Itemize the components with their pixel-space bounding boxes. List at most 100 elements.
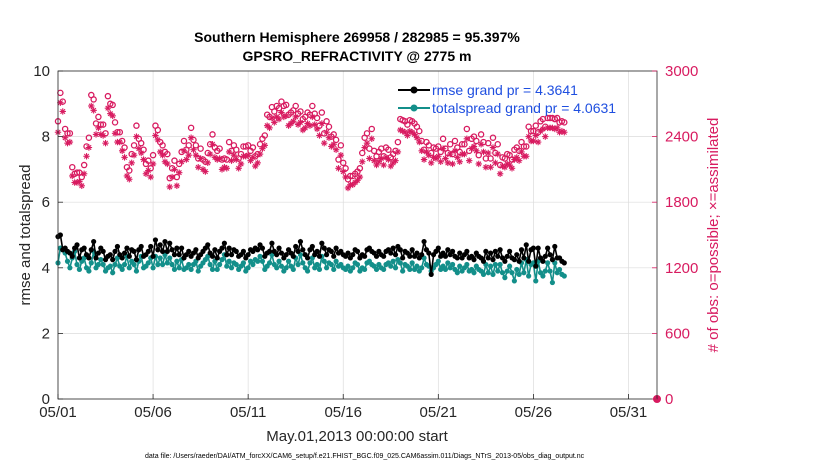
series-point-totalspread [499, 270, 506, 276]
obs-assimilated-point [261, 142, 268, 149]
y-tick-label-right: 3000 [665, 63, 698, 80]
asterisk-stroke [276, 116, 282, 122]
obs-possible-point [104, 92, 112, 100]
series-point-totalspread [95, 261, 102, 268]
obs-assimilated-point [149, 160, 157, 168]
obs-assimilated-point [197, 155, 204, 162]
asterisk-stroke [542, 133, 548, 140]
obs-assimilated-point [271, 119, 278, 126]
obs-assimilated-point [297, 119, 304, 126]
asterisk-stroke [452, 148, 458, 154]
series-point-totalspread [400, 268, 406, 274]
asterisk-stroke [554, 125, 560, 131]
obs-assimilated-point [99, 132, 107, 139]
asterisk-stroke [430, 154, 437, 161]
obs-possible-point [145, 157, 152, 164]
obs-assimilated-point [487, 164, 494, 171]
obs-assimilated-point [204, 159, 211, 167]
series-point-totalspread [245, 265, 251, 271]
x-tick-label: 05/21 [420, 404, 458, 421]
series-point-totalspread [112, 261, 118, 268]
asterisk-stroke [278, 109, 285, 116]
series-point-rmse [219, 245, 225, 251]
obs-possible-point [451, 137, 459, 145]
asterisk-stroke [164, 161, 170, 167]
series-point-totalspread [495, 268, 501, 274]
obs-possible-point [282, 101, 290, 109]
asterisk-stroke [159, 152, 166, 158]
obs-assimilated-point [363, 139, 371, 147]
asterisk-stroke [326, 135, 332, 141]
series-point-rmse [362, 253, 368, 259]
obs-assimilated-point [176, 169, 183, 176]
obs-possible-point [109, 101, 116, 109]
obs-assimilated-point [157, 148, 164, 156]
asterisk-stroke [312, 121, 318, 128]
series-point-rmse [93, 255, 99, 261]
x-tick-label: 05/31 [610, 404, 648, 421]
obs-assimilated-point [85, 144, 93, 151]
obs-assimilated-point [76, 178, 83, 185]
series-point-rmse [545, 245, 551, 251]
asterisk-stroke [473, 148, 479, 154]
obs-assimilated-point [223, 165, 230, 172]
obs-assimilated-point [342, 173, 349, 181]
obs-assimilated-point [534, 138, 542, 146]
obs-assimilated-point [370, 157, 378, 164]
obs-assimilated-point [90, 107, 97, 114]
series-point-totalspread [409, 260, 415, 266]
obs-possible-point [180, 137, 188, 145]
obs-possible-point [97, 121, 105, 128]
series-point-totalspread [328, 261, 334, 268]
obs-assimilated-point [316, 132, 323, 139]
asterisk-stroke [540, 126, 546, 132]
obs-assimilated-point [366, 155, 373, 162]
series-point-rmse [300, 247, 306, 253]
asterisk-stroke [145, 167, 151, 174]
obs-assimilated-point [539, 125, 547, 133]
obs-possible-point [154, 126, 162, 134]
obs-assimilated-point [233, 156, 240, 163]
obs-assimilated-point [123, 172, 131, 180]
series-point-rmse [126, 253, 132, 259]
obs-assimilated-point [154, 136, 162, 144]
obs-possible-point [116, 128, 124, 136]
series-point-rmse [86, 255, 92, 261]
obs-possible-point [80, 161, 88, 169]
series-point-rmse [176, 252, 182, 258]
obs-assimilated-point [216, 155, 223, 162]
series-point-totalspread [188, 266, 194, 273]
series-point-totalspread [157, 255, 163, 261]
obs-assimilated-point [266, 124, 273, 132]
asterisk-stroke [395, 149, 401, 155]
series-point-rmse [407, 253, 413, 259]
series-point-rmse [309, 243, 315, 250]
asterisk-stroke [221, 164, 228, 170]
series-point-rmse [74, 242, 80, 248]
asterisk-stroke [86, 144, 92, 151]
asterisk-stroke [178, 159, 185, 165]
asterisk-stroke [331, 141, 337, 147]
asterisk-stroke [440, 145, 446, 152]
asterisk-stroke [79, 183, 85, 189]
series-point-totalspread [511, 278, 517, 284]
obs-assimilated-point [411, 131, 418, 138]
asterisk-stroke [490, 144, 496, 151]
series-point-rmse [245, 252, 251, 258]
series-point-totalspread [174, 258, 180, 264]
series-point-totalspread [186, 261, 192, 268]
series-point-rmse [228, 252, 235, 258]
series-point-rmse [138, 243, 144, 250]
obs-assimilated-point [69, 172, 76, 180]
series-point-rmse [535, 245, 541, 251]
series-point-totalspread [257, 253, 263, 259]
asterisk-stroke [233, 156, 239, 163]
series-point-totalspread [64, 258, 71, 264]
asterisk-stroke [157, 149, 163, 155]
obs-assimilated-point [135, 145, 143, 152]
series-point-totalspread [316, 266, 323, 273]
series-point-totalspread [556, 266, 563, 273]
series-point-rmse [485, 255, 491, 261]
obs-assimilated-point [66, 138, 74, 146]
obs-possible-point [359, 149, 366, 157]
